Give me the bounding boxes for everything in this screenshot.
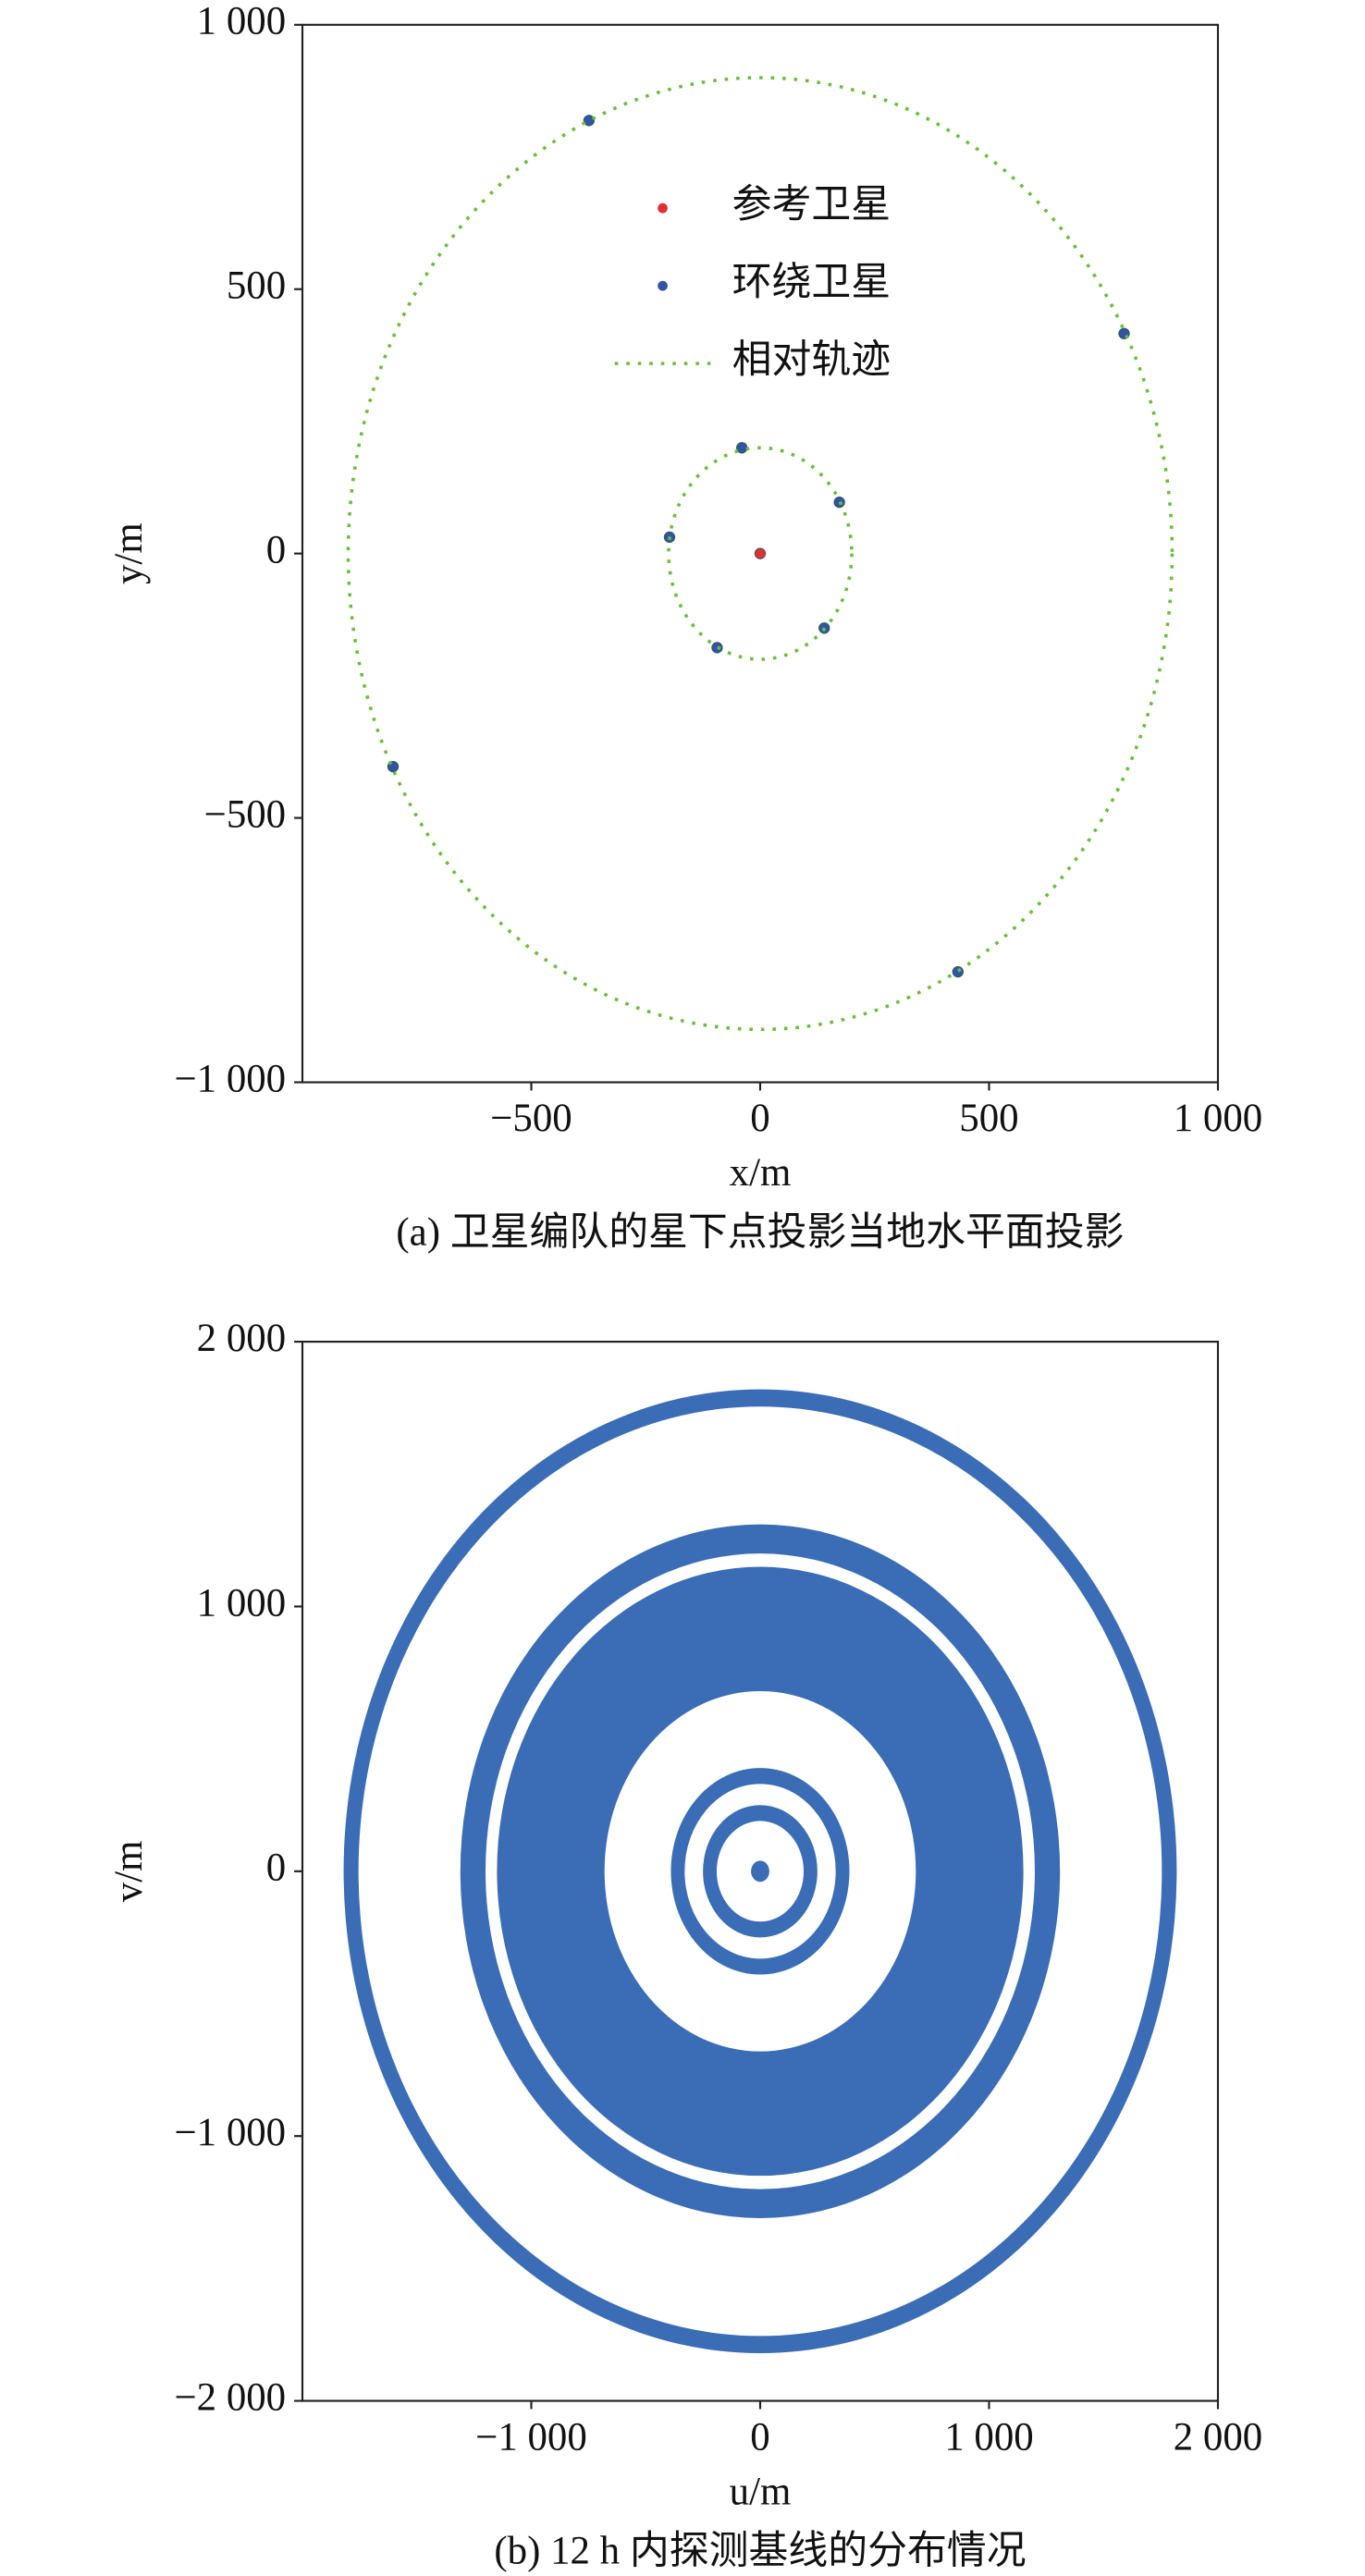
x-tick-label: −500 (490, 1097, 572, 1140)
satellite-point (583, 115, 596, 127)
y-tick-label: 1 000 (197, 1581, 286, 1625)
y-tick-label: −1 000 (174, 1057, 286, 1100)
y-tick-label: −500 (204, 792, 286, 836)
x-axis-label: u/m (730, 2470, 792, 2513)
x-tick-label: 1 000 (1174, 1097, 1262, 1140)
x-tick-label: 1 000 (944, 2415, 1033, 2459)
x-tick-label: 0 (750, 1097, 769, 1140)
satellite-point (952, 965, 964, 978)
baseline-ring (497, 1566, 1024, 2177)
y-axis-label: y/m (107, 522, 151, 584)
trajectory (667, 446, 854, 661)
legend-marker (658, 202, 668, 214)
x-tick-label: 0 (750, 2415, 769, 2459)
y-tick-label: 0 (266, 529, 286, 572)
y-axis-label: v/m (107, 1840, 151, 1902)
legend-label: 相对轨迹 (732, 338, 892, 382)
trajectory (346, 76, 1174, 1032)
x-tick-label: 500 (959, 1097, 1018, 1140)
x-tick-label: 2 000 (1174, 2415, 1262, 2459)
baseline-ring (751, 1860, 769, 1883)
y-tick-label: 500 (227, 264, 286, 308)
x-tick-label: −1 000 (475, 2415, 587, 2459)
y-tick-label: −1 000 (174, 2111, 286, 2154)
satellite-point (754, 547, 767, 559)
satellite-point (833, 497, 845, 509)
legend-label: 环绕卫星 (732, 261, 892, 304)
caption: (b) 12 h 内探测基线的分布情况 (494, 2530, 1026, 2573)
x-axis-label: x/m (730, 1151, 792, 1195)
y-tick-label: 2 000 (197, 1317, 286, 1360)
legend-marker (658, 280, 668, 291)
caption: (a) 卫星编队的星下点投影当地水平面投影 (396, 1211, 1124, 1255)
y-tick-label: 1 000 (197, 0, 286, 43)
legend-label: 参考卫星 (732, 183, 892, 227)
y-tick-label: −2 000 (174, 2375, 286, 2419)
y-tick-label: 0 (266, 1846, 286, 1890)
